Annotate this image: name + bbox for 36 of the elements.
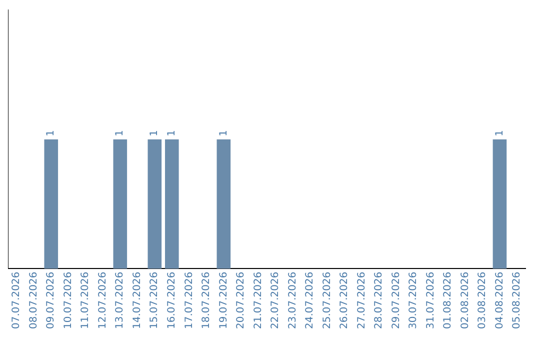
x-tick-label: 07.07.2026 <box>11 272 22 330</box>
x-tick-label: 04.08.2026 <box>494 272 506 330</box>
x-tick-label: 29.07.2026 <box>390 272 402 330</box>
x-tick-label: 24.07.2026 <box>304 272 316 330</box>
x-tick-label: 23.07.2026 <box>287 272 298 330</box>
x-tick-label: 19.07.2026 <box>218 272 230 330</box>
data-label: 1 <box>218 130 230 136</box>
x-tick-label: 22.07.2026 <box>270 272 282 330</box>
x-tick-label: 10.07.2026 <box>62 272 74 330</box>
x-tick-label: 03.08.2026 <box>477 272 488 330</box>
x-tick-label: 11.07.2026 <box>80 272 92 330</box>
data-label: 1 <box>494 130 506 136</box>
x-tick-label: 16.07.2026 <box>166 272 178 330</box>
data-label: 1 <box>114 130 126 136</box>
x-tick-label: 17.07.2026 <box>184 272 195 330</box>
x-tick-label: 28.07.2026 <box>374 272 385 330</box>
x-tick-label: 21.07.2026 <box>252 272 264 330</box>
data-label: 1 <box>166 130 178 136</box>
x-tick-label: 12.07.2026 <box>97 272 108 330</box>
x-tick-label: 26.07.2026 <box>339 272 350 330</box>
data-label: 1 <box>149 130 160 136</box>
x-tick-label: 08.07.2026 <box>28 272 40 330</box>
x-tick-label: 13.07.2026 <box>114 272 126 330</box>
x-tick-label: 30.07.2026 <box>408 272 420 330</box>
x-tick-label: 14.07.2026 <box>132 272 143 330</box>
x-tick-label: 02.08.2026 <box>460 272 471 330</box>
x-tick-label: 05.08.2026 <box>512 272 523 330</box>
data-label: 1 <box>46 130 57 136</box>
x-tick-label: 31.07.2026 <box>425 272 436 330</box>
x-tick-label: 25.07.2026 <box>322 272 333 330</box>
x-tick-label: 20.07.2026 <box>236 272 247 330</box>
x-tick-label: 18.07.2026 <box>201 272 212 330</box>
x-tick-label: 15.07.2026 <box>149 272 160 330</box>
x-tick-label: 27.07.2026 <box>356 272 368 330</box>
x-tick-label: 01.08.2026 <box>442 272 454 330</box>
x-tick-label: 09.07.2026 <box>46 272 57 330</box>
